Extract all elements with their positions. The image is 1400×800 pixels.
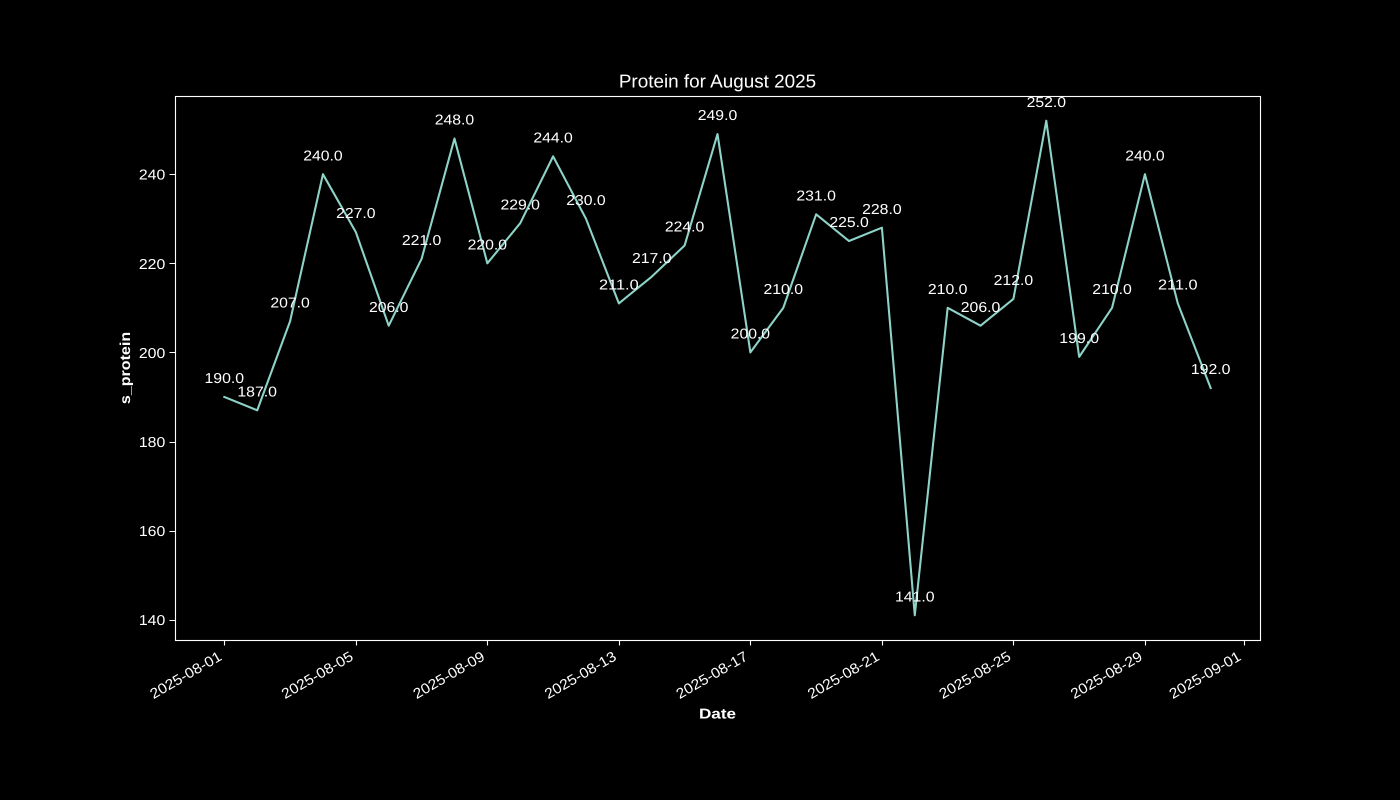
svg-text:224.0: 224.0 <box>665 220 704 236</box>
svg-text:211.0: 211.0 <box>599 278 639 294</box>
svg-text:Date: Date <box>699 706 736 722</box>
svg-text:206.0: 206.0 <box>369 300 409 316</box>
svg-text:230.0: 230.0 <box>566 193 605 209</box>
svg-text:141.0: 141.0 <box>895 589 935 605</box>
svg-text:249.0: 249.0 <box>698 108 738 124</box>
svg-text:220.0: 220.0 <box>468 237 507 253</box>
svg-text:229.0: 229.0 <box>500 197 540 213</box>
svg-text:240.0: 240.0 <box>303 148 342 164</box>
svg-text:248.0: 248.0 <box>435 113 475 129</box>
svg-text:228.0: 228.0 <box>862 202 902 218</box>
svg-text:180: 180 <box>139 435 165 451</box>
svg-text:200: 200 <box>139 346 165 362</box>
svg-text:200.0: 200.0 <box>731 327 770 343</box>
svg-text:210.0: 210.0 <box>928 282 968 298</box>
svg-text:Protein for August 2025: Protein for August 2025 <box>619 71 816 92</box>
svg-text:187.0: 187.0 <box>237 384 277 400</box>
svg-text:227.0: 227.0 <box>336 206 375 222</box>
svg-text:211.0: 211.0 <box>1158 278 1198 294</box>
svg-text:217.0: 217.0 <box>632 251 672 267</box>
svg-text:212.0: 212.0 <box>994 273 1034 289</box>
svg-text:160: 160 <box>139 524 165 540</box>
svg-text:192.0: 192.0 <box>1191 362 1231 378</box>
svg-text:199.0: 199.0 <box>1059 331 1099 347</box>
svg-text:225.0: 225.0 <box>829 215 868 231</box>
svg-text:220: 220 <box>139 257 165 273</box>
svg-text:240.0: 240.0 <box>1125 148 1164 164</box>
svg-text:s_protein: s_protein <box>118 332 134 404</box>
svg-text:206.0: 206.0 <box>961 300 1001 316</box>
svg-text:244.0: 244.0 <box>533 130 572 146</box>
svg-text:221.0: 221.0 <box>402 233 442 249</box>
svg-text:140: 140 <box>139 613 165 629</box>
svg-text:231.0: 231.0 <box>796 188 836 204</box>
svg-text:207.0: 207.0 <box>270 295 309 311</box>
svg-text:210.0: 210.0 <box>1092 282 1132 298</box>
svg-text:252.0: 252.0 <box>1027 95 1066 111</box>
svg-text:240: 240 <box>139 168 165 184</box>
svg-text:190.0: 190.0 <box>205 371 245 387</box>
svg-text:210.0: 210.0 <box>764 282 804 298</box>
